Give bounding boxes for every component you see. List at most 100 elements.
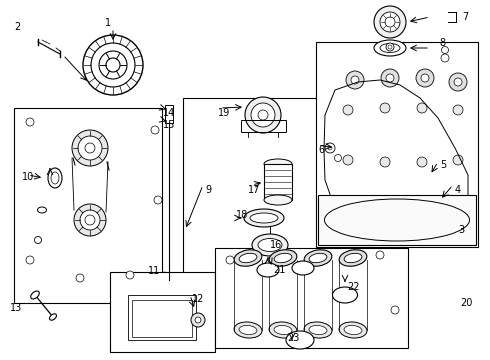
Circle shape [154,196,162,204]
Circle shape [26,256,34,264]
Ellipse shape [274,325,292,334]
Circle shape [441,54,449,62]
Text: 17: 17 [248,185,260,195]
Circle shape [454,78,462,86]
Circle shape [85,143,95,153]
Circle shape [380,203,390,213]
Circle shape [380,157,390,167]
Ellipse shape [234,250,262,266]
Circle shape [251,103,275,127]
Circle shape [346,71,364,89]
Circle shape [245,97,281,133]
Text: 19: 19 [218,108,230,118]
Circle shape [258,110,268,120]
Circle shape [74,204,106,236]
Text: 12: 12 [192,294,204,304]
Polygon shape [20,109,155,280]
Circle shape [351,76,359,84]
Circle shape [416,69,434,87]
Ellipse shape [309,325,327,334]
Circle shape [328,146,332,150]
Circle shape [388,45,392,49]
Text: 14: 14 [163,108,175,118]
Ellipse shape [269,322,297,338]
Text: 8: 8 [439,38,445,48]
Circle shape [376,251,384,259]
Circle shape [191,313,205,327]
Circle shape [195,317,201,323]
Polygon shape [325,56,470,222]
Circle shape [83,35,143,95]
Ellipse shape [250,213,278,223]
Ellipse shape [244,209,284,227]
Ellipse shape [252,234,288,256]
Ellipse shape [31,291,39,299]
Ellipse shape [274,253,292,263]
Circle shape [80,210,100,230]
Ellipse shape [380,44,400,53]
Circle shape [381,69,399,87]
Text: 11: 11 [148,266,160,276]
Text: 10: 10 [22,172,34,182]
Text: 15: 15 [163,120,175,130]
Circle shape [91,43,135,87]
Ellipse shape [339,322,367,338]
Ellipse shape [333,287,358,303]
Ellipse shape [51,172,59,184]
Circle shape [78,136,102,160]
Polygon shape [317,44,477,225]
Circle shape [106,58,120,72]
Circle shape [417,157,427,167]
Ellipse shape [292,261,314,275]
Polygon shape [116,272,212,352]
Circle shape [417,103,427,113]
Text: 1: 1 [105,18,111,28]
Bar [241,120,286,132]
Ellipse shape [258,238,282,252]
Ellipse shape [269,250,297,266]
Circle shape [343,200,353,210]
Bar [264,164,292,200]
Ellipse shape [344,253,362,263]
Text: 9: 9 [205,185,211,195]
Text: 4: 4 [455,185,461,195]
Ellipse shape [48,168,62,188]
Text: 18: 18 [236,210,248,220]
Circle shape [449,73,467,91]
Ellipse shape [49,314,56,320]
Polygon shape [218,245,395,348]
Text: 21: 21 [273,265,285,275]
Circle shape [453,155,463,165]
Circle shape [441,46,448,54]
Ellipse shape [309,253,327,263]
Circle shape [453,105,463,115]
Ellipse shape [239,253,257,263]
Ellipse shape [374,40,406,56]
Ellipse shape [257,263,279,277]
Circle shape [421,74,429,82]
Circle shape [380,103,390,113]
Bar [132,300,192,337]
Text: 22: 22 [347,282,360,292]
Circle shape [99,51,127,79]
Bar [316,42,478,247]
Bar [14,108,162,303]
Circle shape [126,271,134,279]
Bar [128,295,196,340]
Bar [165,105,173,123]
Circle shape [385,17,395,27]
Bar [110,272,215,352]
Bar [183,98,318,283]
Circle shape [76,274,84,282]
Polygon shape [36,116,145,250]
Text: 13: 13 [10,303,22,313]
Circle shape [85,215,95,225]
Ellipse shape [234,322,262,338]
Circle shape [391,306,399,314]
Text: 7: 7 [462,12,468,22]
Text: 6: 6 [318,145,324,155]
Circle shape [453,200,463,210]
Ellipse shape [339,250,367,266]
Circle shape [335,154,342,162]
Text: 3: 3 [458,225,464,235]
